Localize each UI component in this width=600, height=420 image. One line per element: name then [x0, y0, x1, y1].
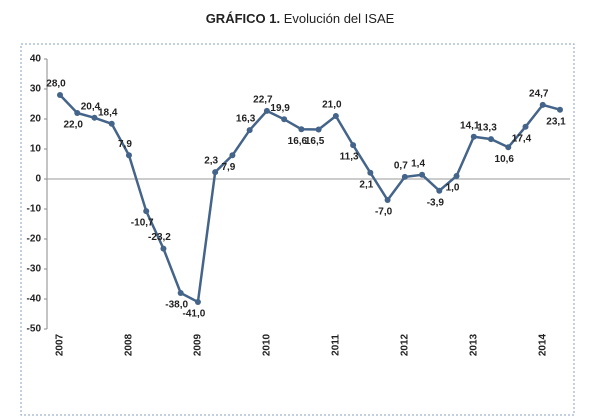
y-tick-label: 10: [30, 144, 42, 155]
data-label: 11,3: [340, 152, 359, 163]
y-tick-label: 30: [30, 84, 42, 95]
data-label: 16,3: [236, 114, 256, 125]
frame: [20, 43, 575, 416]
data-label: -23,2: [148, 232, 171, 243]
data-label: 16,6: [288, 136, 308, 147]
point: [143, 208, 150, 215]
point: [557, 106, 563, 113]
y-tick-label: 40: [30, 54, 42, 65]
data-label: 23,1: [546, 116, 566, 127]
point: [108, 120, 115, 127]
point: [401, 173, 408, 180]
point: [505, 144, 512, 151]
point: [539, 101, 546, 108]
y-tick-label: 0: [35, 174, 41, 185]
point: [332, 113, 339, 119]
data-label: 24,7: [529, 89, 549, 100]
chart-title: GRÁFICO 1. Evolución del ISAE: [206, 11, 395, 26]
point: [246, 127, 253, 134]
data-label: 2,1: [359, 179, 373, 190]
point: [384, 197, 391, 203]
title-number: GRÁFICO 1.: [206, 11, 280, 26]
data-label: 2,3: [204, 156, 218, 167]
data-label: 18,4: [98, 107, 118, 118]
point: [488, 136, 495, 143]
data-label: 28,0: [46, 79, 66, 90]
point: [522, 123, 529, 130]
data-label: 19,9: [270, 103, 290, 114]
x-tick-label: 2008: [124, 333, 135, 356]
data-label: 14,1: [460, 120, 480, 131]
data-label: 7,9: [221, 162, 235, 173]
data-label: 16,5: [305, 136, 325, 147]
data-label: 21,0: [322, 100, 342, 111]
data-label: 7,9: [118, 139, 132, 150]
data-label: -7,0: [375, 207, 393, 218]
title-text: Evolución del ISAE: [284, 11, 395, 26]
point: [125, 152, 132, 159]
data-label: 10,6: [495, 154, 515, 165]
y-tick-label: -20: [27, 234, 42, 245]
data-label: 22,0: [64, 120, 84, 131]
data-label: 17,4: [512, 133, 532, 144]
point: [350, 142, 357, 149]
point: [419, 171, 426, 178]
data-label: -3,9: [427, 197, 445, 208]
data-label: 1,0: [446, 183, 460, 194]
data-label: 13,3: [477, 123, 497, 134]
data-label: 1,4: [411, 158, 425, 169]
point: [436, 187, 443, 194]
point: [453, 173, 460, 179]
point: [263, 107, 270, 114]
data-label: -41,0: [183, 309, 206, 320]
data-label: 0,7: [394, 161, 408, 172]
x-tick-label: 2009: [193, 333, 204, 356]
y-tick-label: -40: [27, 294, 42, 305]
point: [212, 169, 219, 176]
point: [91, 114, 98, 121]
data-label: -38,0: [165, 300, 188, 311]
data-label: -10,7: [131, 218, 154, 229]
x-tick-label: 2014: [537, 333, 548, 356]
x-tick-label: 2011: [331, 334, 342, 356]
data-label: 20,4: [81, 101, 101, 112]
y-tick-label: -30: [27, 264, 42, 275]
y-tick-label: -50: [27, 324, 42, 335]
point: [160, 245, 167, 252]
point: [470, 133, 477, 140]
point: [194, 299, 201, 305]
x-tick-label: 2012: [399, 333, 410, 356]
point: [281, 116, 288, 123]
x-tick-label: 2010: [262, 333, 273, 356]
x-tick-label: 2007: [55, 333, 66, 356]
point: [315, 126, 322, 133]
point: [57, 92, 63, 98]
point: [74, 110, 81, 116]
data-label: 22,7: [253, 95, 273, 106]
x-tick-label: 2013: [468, 333, 479, 356]
point: [229, 152, 236, 159]
y-tick-label: -10: [27, 204, 42, 215]
point: [177, 290, 184, 296]
point: [367, 169, 374, 176]
y-tick-label: 20: [30, 114, 42, 125]
point: [298, 126, 305, 133]
